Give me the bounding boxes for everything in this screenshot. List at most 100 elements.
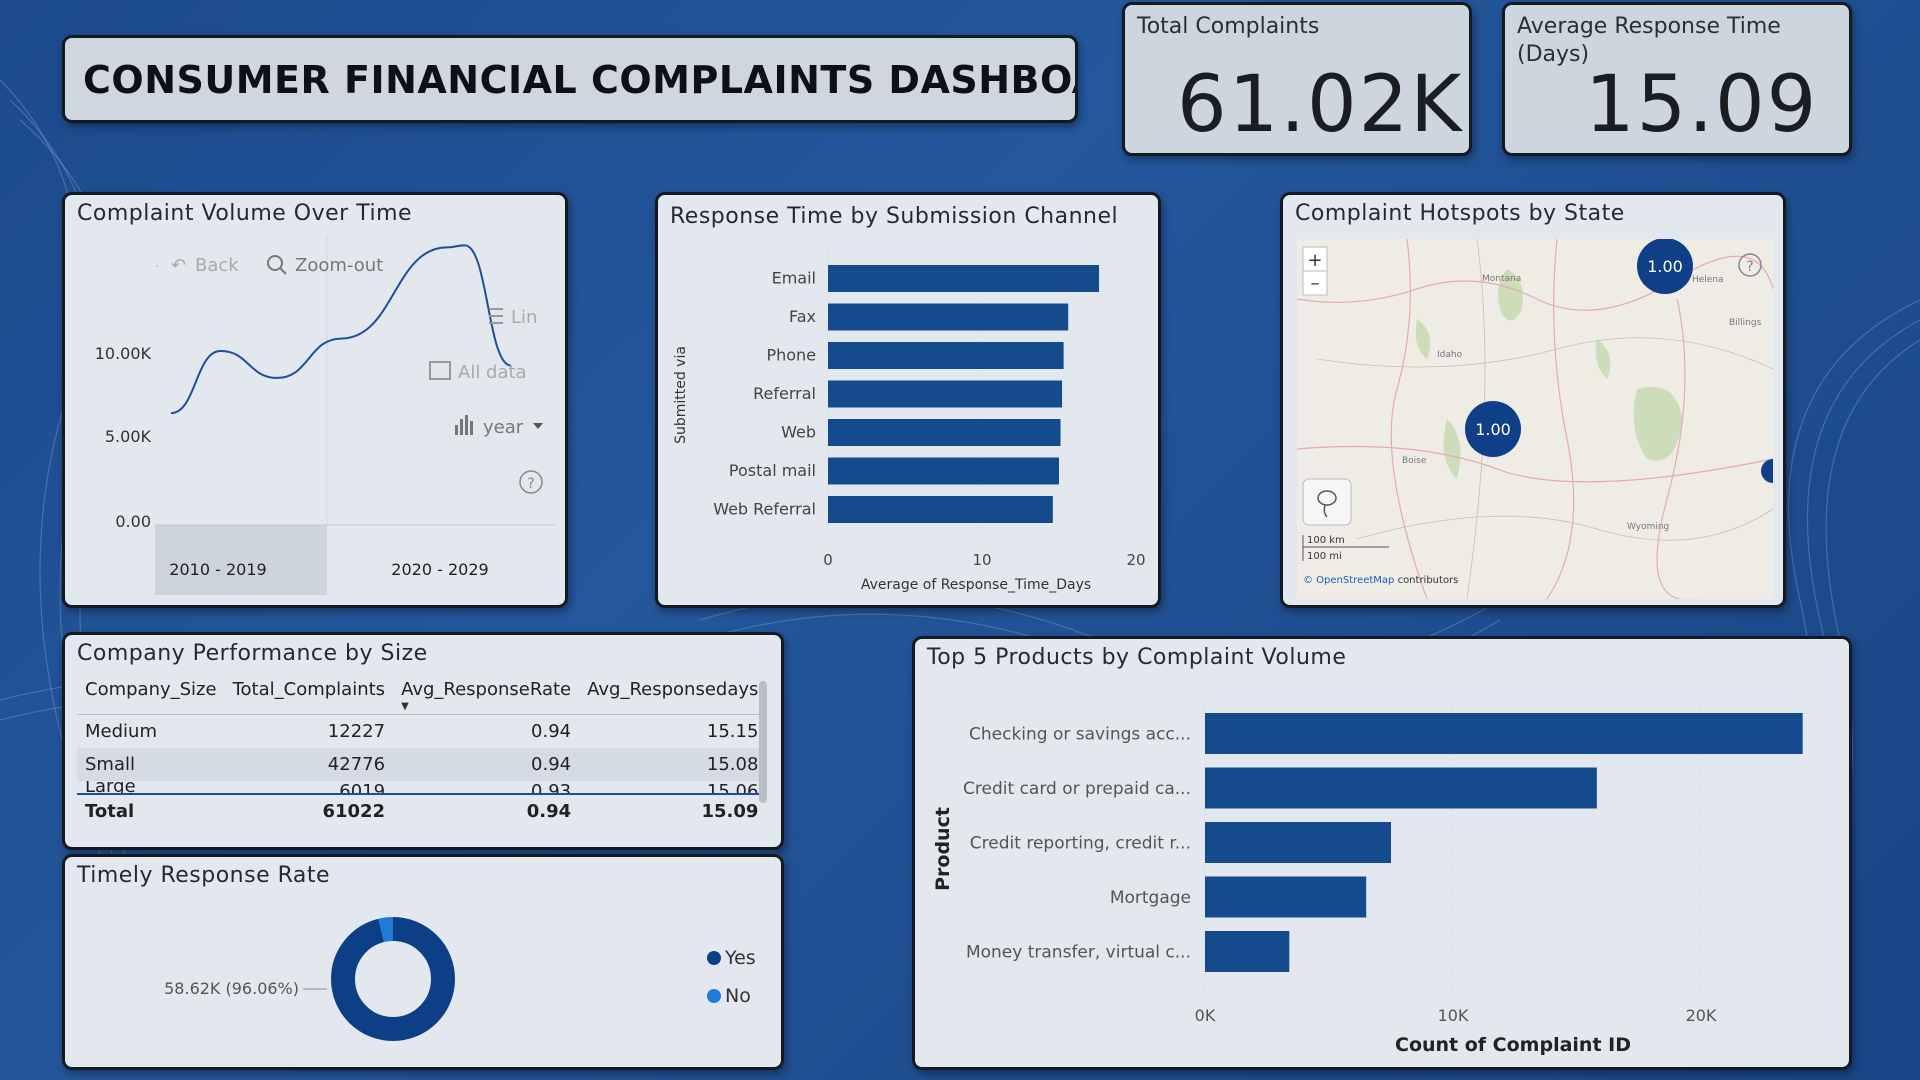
products-chart-card[interactable]: Top 5 Products by Complaint Volume Produ…: [912, 636, 1852, 1070]
map-place-label: Montana: [1482, 274, 1521, 284]
scale-mi: 100 mi: [1307, 551, 1342, 562]
chevron-down-icon: [533, 423, 543, 429]
channel-chart-title: Response Time by Submission Channel: [670, 204, 1119, 229]
channel-x-axis-label: Average of Response_Time_Days: [861, 577, 1091, 593]
table-row[interactable]: Small 42776 0.94 15.08: [77, 748, 767, 781]
channel-bar[interactable]: [828, 457, 1059, 485]
column-header[interactable]: Avg_Responsedays: [579, 673, 767, 715]
map-bubble-partial[interactable]: [1761, 459, 1773, 483]
map-place-labels: Montana Idaho Boise Wyoming Helena Billi…: [1402, 274, 1762, 532]
map-forest-areas: [1415, 269, 1682, 479]
donut-slice-no[interactable]: [331, 917, 455, 1041]
products-x-tick: 10K: [1438, 1006, 1469, 1025]
minus-icon: –: [1311, 273, 1320, 294]
products-y-axis-label: Product: [932, 807, 954, 891]
map-scale-bar: 100 km 100 mi: [1302, 535, 1389, 562]
dashboard-title: CONSUMER FINANCIAL COMPLAINTS DASHBOARD: [83, 58, 1078, 102]
back-arrow-icon: ↶: [171, 255, 186, 276]
map-lasso-button[interactable]: [1302, 478, 1352, 526]
legend-item-yes[interactable]: Yes: [707, 947, 756, 969]
map-zoom-in-button[interactable]: +: [1302, 246, 1328, 272]
company-table-card[interactable]: Company Performance by Size Company_Size…: [62, 632, 784, 850]
table-row[interactable]: Medium 12227 0.94 15.15: [77, 715, 766, 749]
products-bar[interactable]: [1205, 767, 1597, 809]
column-header[interactable]: Company_Size: [77, 673, 225, 715]
kpi-avg-response-label-line2: (Days): [1517, 42, 1590, 67]
map-background: [1297, 239, 1773, 599]
products-category-label: Credit reporting, credit r...: [970, 834, 1191, 854]
map-help-button[interactable]: ?: [1738, 253, 1762, 277]
table-row-partial[interactable]: Large 6019 0.93 15.06: [77, 781, 767, 795]
channel-bar[interactable]: [828, 380, 1063, 408]
back-button[interactable]: ↶ Back: [171, 255, 239, 276]
timely-response-card[interactable]: Timely Response Rate 58.62K (96.06%) Yes…: [62, 854, 784, 1070]
lin-button[interactable]: Lin: [489, 307, 537, 328]
volume-chart-svg: 10.00K 5.00K 0.00 2010 - 2019 2020 - 202…: [95, 235, 555, 595]
channel-bar[interactable]: [828, 303, 1069, 331]
legend-item-no[interactable]: No: [707, 985, 751, 1007]
channel-chart-card[interactable]: Response Time by Submission Channel Subm…: [655, 192, 1161, 608]
zoom-out-button[interactable]: Zoom-out: [267, 255, 383, 276]
products-x-tick: 0K: [1195, 1006, 1216, 1025]
volume-series-line[interactable]: [170, 244, 512, 415]
map-canvas[interactable]: Montana Idaho Boise Wyoming Helena Billi…: [1297, 239, 1773, 599]
products-bar[interactable]: [1205, 931, 1290, 972]
channel-bar[interactable]: [828, 342, 1064, 369]
products-chart-svg: Product Count of Complaint ID 0K 10K 20K…: [932, 699, 1803, 1056]
channel-bar[interactable]: [828, 265, 1100, 292]
table-header-row: Company_Size Total_Complaints Avg_Respon…: [77, 673, 767, 715]
lasso-icon-tail: [1323, 504, 1328, 518]
column-header-label: Avg_ResponseRate: [401, 679, 572, 700]
products-category-label: Money transfer, virtual c...: [966, 943, 1191, 963]
map-zoom-out-button[interactable]: –: [1302, 270, 1328, 296]
channel-bar[interactable]: [828, 419, 1061, 446]
legend-dot-no: [707, 989, 721, 1003]
map-bubble[interactable]: 1.00: [1465, 401, 1521, 457]
lasso-box: [1302, 478, 1352, 526]
products-bar[interactable]: [1205, 822, 1391, 863]
kpi-avg-response-label-line1: Average Response Time: [1517, 14, 1781, 39]
help-button[interactable]: ?: [519, 470, 543, 494]
lasso-icon: [1317, 490, 1337, 506]
cell-avg-responserate: 0.94: [531, 721, 572, 742]
channel-bar[interactable]: [828, 496, 1053, 523]
sort-desc-icon: ▼: [401, 701, 409, 712]
cell-company-size: Large: [77, 781, 225, 795]
zoom-out-box: [1302, 270, 1328, 296]
kpi-total-complaints: Total Complaints 61.02K: [1122, 2, 1472, 156]
channel-category-label: Postal mail: [729, 461, 816, 480]
kpi-avg-response-label: Average Response Time (Days): [1517, 13, 1781, 69]
column-header[interactable]: Total_Complaints: [224, 673, 394, 715]
products-category-label: Credit card or prepaid ca...: [963, 779, 1191, 799]
cell-total-responserate: 0.94: [526, 801, 572, 822]
legend-label: Yes: [725, 947, 756, 969]
kpi-avg-response-time: Average Response Time (Days) 15.09: [1502, 2, 1852, 156]
plus-icon: +: [1307, 250, 1322, 271]
volume-drill-highlight: [155, 525, 327, 595]
map-bubble[interactable]: 1.00: [1637, 239, 1693, 294]
table-scrollbar[interactable]: [759, 681, 767, 803]
volume-x-tick[interactable]: 2010 - 2019: [169, 560, 266, 579]
list-icon: [489, 308, 503, 324]
volume-chart-title: Complaint Volume Over Time: [77, 201, 413, 226]
products-x-axis-label: Count of Complaint ID: [1395, 1034, 1631, 1056]
map-card[interactable]: Complaint Hotspots by State Montana Idah…: [1280, 192, 1786, 608]
year-dropdown[interactable]: year: [455, 415, 543, 438]
osm-link[interactable]: © OpenStreetMap: [1303, 575, 1394, 586]
volume-chart-card[interactable]: Complaint Volume Over Time 10.00K 5.00K …: [62, 192, 568, 608]
all-data-button[interactable]: All data: [429, 361, 527, 383]
column-header-sorted[interactable]: Avg_ResponseRate ▼: [393, 673, 580, 715]
lin-label: Lin: [511, 307, 537, 328]
cell-avg-responsedays: 15.06: [579, 781, 767, 795]
channel-x-tick: 20: [1126, 551, 1145, 569]
back-label: Back: [195, 255, 239, 276]
products-bar[interactable]: [1205, 876, 1367, 918]
bar-chart-icon: [455, 415, 473, 435]
channel-x-tick: 10: [972, 551, 991, 569]
volume-x-tick[interactable]: 2020 - 2029: [391, 560, 488, 579]
products-bar[interactable]: [1205, 713, 1803, 754]
cell-avg-responserate: 0.93: [393, 781, 580, 795]
cell-avg-responserate: 0.94: [393, 748, 580, 781]
donut-slice-yes[interactable]: [331, 917, 455, 1041]
help-icon: [1738, 253, 1762, 277]
